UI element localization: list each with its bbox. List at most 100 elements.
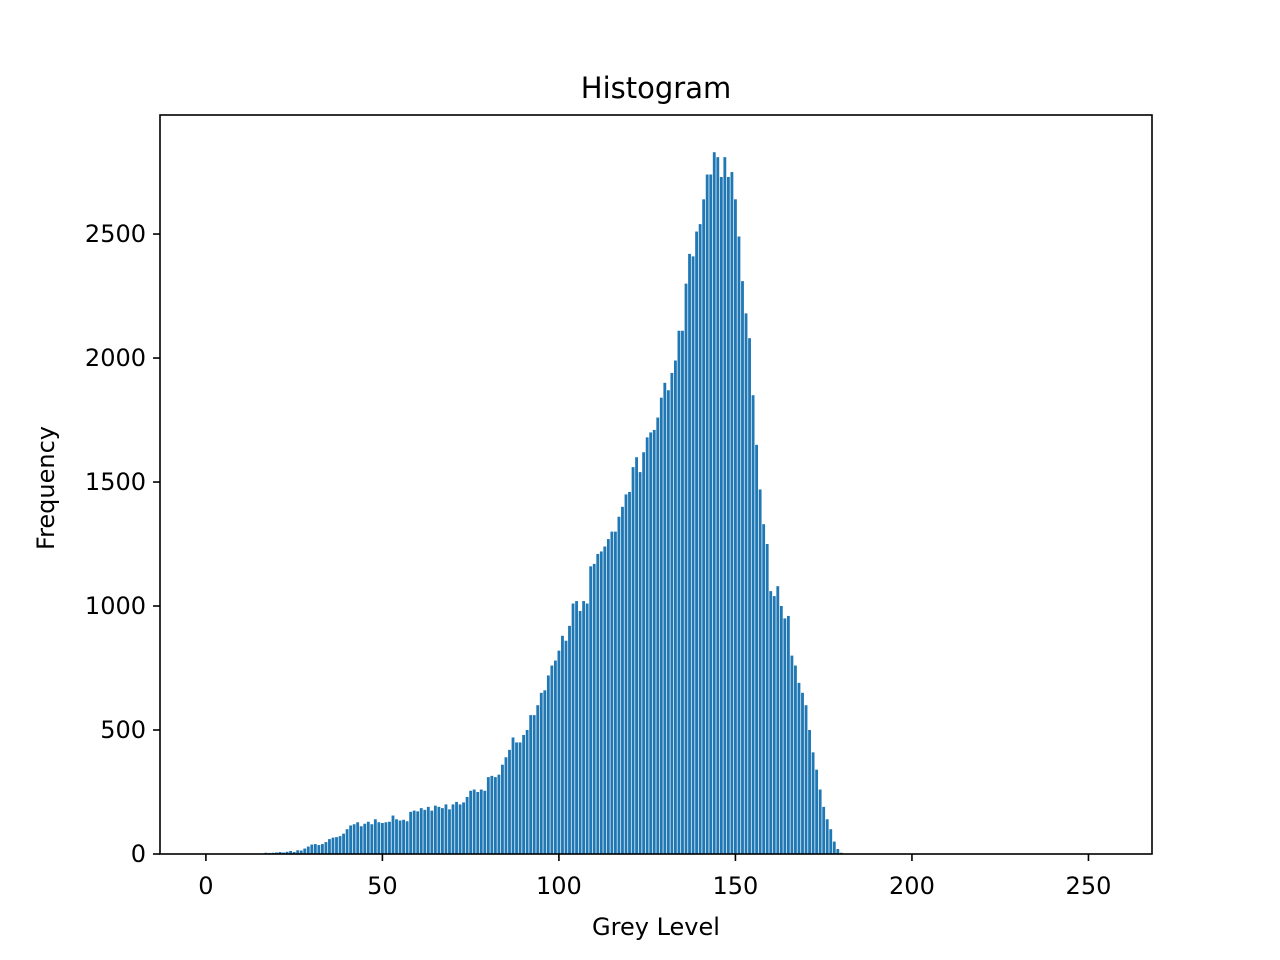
histogram-bar: [811, 752, 815, 854]
histogram-bar: [659, 397, 663, 854]
histogram-bar: [663, 382, 667, 854]
histogram-bar: [748, 338, 751, 854]
histogram-bar: [723, 157, 727, 854]
histogram-bar: [310, 844, 314, 854]
x-axis-ticks: 0 50 100 150 200 250: [198, 854, 1111, 900]
histogram-bar: [479, 789, 483, 854]
histogram-bar: [377, 822, 381, 854]
histogram-bar: [684, 283, 688, 854]
histogram-bar: [465, 796, 469, 854]
histogram-bar: [306, 846, 310, 854]
histogram-bar: [409, 811, 413, 854]
y-tick-label: 500: [100, 716, 146, 744]
x-axis-label: Grey Level: [592, 913, 720, 941]
histogram-bar: [285, 851, 289, 854]
histogram-bar: [737, 236, 741, 854]
histogram-bar: [508, 749, 511, 854]
histogram-bar: [504, 757, 508, 854]
histogram-bar: [529, 715, 533, 854]
histogram-bar: [490, 775, 494, 854]
histogram-bar: [698, 224, 702, 855]
histogram-bar: [444, 804, 448, 854]
histogram-bar: [585, 603, 589, 854]
histogram-bar: [666, 390, 670, 854]
histogram-bar: [536, 705, 540, 854]
histogram-bar: [313, 844, 317, 854]
histogram-bar: [458, 804, 462, 854]
histogram-bar: [483, 790, 487, 854]
histogram-bar: [652, 429, 656, 854]
histogram-bar: [688, 253, 691, 854]
histogram-bar: [380, 823, 384, 854]
histogram-bar: [691, 256, 695, 855]
histogram-bar: [822, 806, 826, 854]
histogram-bar: [719, 177, 723, 854]
histogram-bar: [405, 821, 409, 854]
histogram-bar: [366, 821, 370, 854]
histogram-bar: [765, 544, 769, 854]
histogram-bar: [829, 829, 833, 854]
x-tick-label: 0: [198, 872, 213, 900]
y-tick-label: 0: [131, 840, 146, 868]
histogram-bar: [801, 692, 804, 854]
histogram-bar: [638, 472, 642, 854]
histogram-bar: [328, 839, 331, 854]
histogram-bar: [384, 822, 388, 854]
histogram-bar: [292, 852, 296, 854]
histogram-bar: [430, 810, 434, 854]
histogram-bar: [621, 506, 624, 854]
histogram-bar: [571, 603, 575, 854]
histogram-bar: [815, 769, 819, 854]
y-axis-ticks: 0 500 1000 1500 2000 2500: [85, 220, 160, 868]
histogram-bar: [677, 330, 681, 854]
histogram-bar: [762, 524, 766, 854]
histogram-bar: [744, 313, 748, 854]
histogram-bar: [776, 586, 780, 854]
histogram-bar: [705, 174, 709, 854]
histogram-bar: [645, 437, 649, 854]
histogram-bar: [497, 774, 501, 854]
x-tick-label: 50: [367, 872, 398, 900]
histogram-bar: [550, 665, 554, 854]
histogram-bar: [455, 801, 458, 854]
histogram-bar: [448, 809, 451, 854]
histogram-bar: [324, 842, 328, 854]
x-tick-label: 250: [1066, 872, 1112, 900]
histogram-bar: [610, 531, 614, 854]
histogram-bar: [808, 730, 811, 854]
histogram-bar: [331, 837, 335, 854]
histogram-bar: [278, 852, 282, 854]
histogram-bar: [296, 850, 300, 854]
histogram-bar: [670, 372, 674, 854]
histogram-bar: [818, 789, 822, 854]
histogram-bar: [462, 802, 466, 854]
histogram-bar: [342, 833, 345, 854]
histogram-bar: [356, 822, 360, 854]
histogram-bar: [546, 675, 550, 854]
x-tick-label: 100: [536, 872, 582, 900]
histogram-bar: [433, 805, 437, 854]
histogram-bar: [779, 606, 783, 854]
histogram-bar: [423, 809, 427, 854]
histogram-bar: [412, 810, 416, 854]
histogram-bar: [631, 467, 635, 854]
histogram-bar: [553, 660, 557, 854]
histogram-bar: [786, 615, 790, 854]
histogram-bar: [734, 199, 737, 854]
y-tick-label: 2500: [85, 220, 146, 248]
histogram-bar: [543, 690, 547, 854]
histogram-bar: [363, 823, 367, 854]
histogram-bar: [522, 734, 526, 854]
histogram-bar: [656, 417, 660, 854]
histogram-bar: [335, 837, 338, 854]
histogram-bar: [398, 820, 402, 854]
histogram-bar: [755, 444, 759, 854]
histogram-bar: [518, 742, 522, 854]
histogram-bar: [642, 452, 646, 854]
histogram-bar: [472, 789, 476, 854]
histogram-bar: [320, 844, 324, 854]
histogram-bar: [783, 618, 787, 854]
histogram-bar: [790, 655, 794, 854]
histogram-bar: [388, 821, 391, 854]
axes-frame: [159, 114, 1153, 855]
